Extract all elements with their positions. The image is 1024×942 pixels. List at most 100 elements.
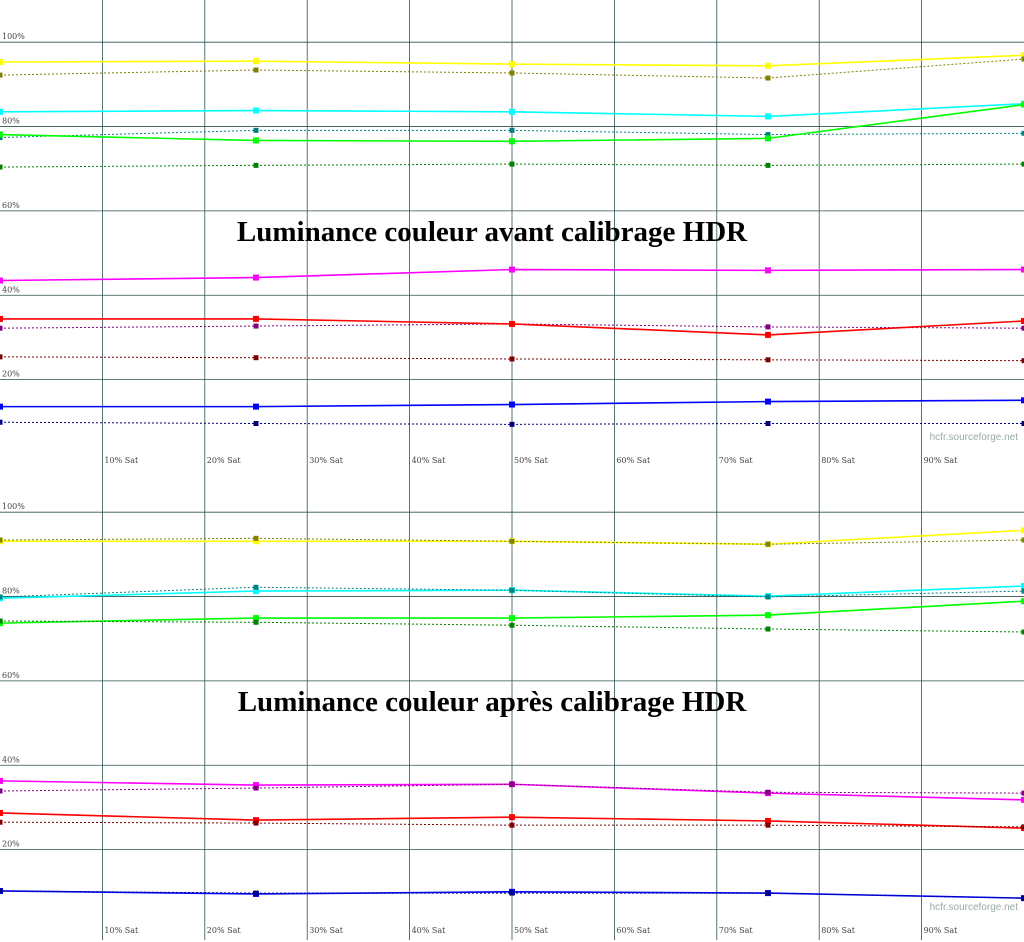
marker xyxy=(253,107,259,114)
marker xyxy=(765,331,771,338)
marker xyxy=(765,113,771,120)
x-tick-label: 60% Sat xyxy=(616,926,651,935)
marker xyxy=(1021,397,1024,404)
marker xyxy=(1021,358,1024,364)
marker xyxy=(253,785,259,791)
marker xyxy=(253,535,259,541)
marker xyxy=(1021,130,1024,136)
marker xyxy=(253,538,259,545)
marker xyxy=(253,421,259,427)
chart-title: Luminance couleur avant calibrage HDR xyxy=(237,216,748,248)
marker xyxy=(1021,588,1024,594)
x-tick-label: 10% Sat xyxy=(104,456,139,465)
marker xyxy=(0,777,3,784)
marker xyxy=(509,401,515,408)
marker xyxy=(1021,318,1024,325)
x-tick-label: 50% Sat xyxy=(514,926,549,935)
chart-title: Luminance couleur après calibrage HDR xyxy=(238,686,748,718)
marker xyxy=(1021,537,1024,543)
marker xyxy=(765,541,771,547)
marker xyxy=(0,315,3,322)
marker xyxy=(509,266,515,273)
marker xyxy=(253,127,259,133)
marker xyxy=(765,267,771,274)
marker xyxy=(509,356,515,362)
marker xyxy=(765,789,771,795)
marker xyxy=(0,819,3,825)
marker xyxy=(253,315,259,322)
marker xyxy=(1021,629,1024,635)
marker xyxy=(0,277,3,284)
marker xyxy=(1021,325,1024,331)
marker xyxy=(253,584,259,590)
y-tick-label: 20% xyxy=(2,370,20,379)
marker xyxy=(509,320,515,327)
marker xyxy=(765,817,771,824)
x-tick-label: 90% Sat xyxy=(924,456,959,465)
y-tick-label: 60% xyxy=(2,201,20,210)
x-tick-label: 50% Sat xyxy=(514,456,549,465)
marker xyxy=(0,403,3,410)
marker xyxy=(509,127,515,133)
marker xyxy=(765,890,771,896)
marker xyxy=(0,131,3,138)
marker xyxy=(0,108,3,115)
x-tick-label: 30% Sat xyxy=(309,456,344,465)
marker xyxy=(0,594,3,600)
marker xyxy=(765,822,771,828)
marker xyxy=(509,615,515,622)
x-tick-label: 20% Sat xyxy=(207,926,242,935)
marker xyxy=(253,323,259,329)
marker xyxy=(0,788,3,794)
marker xyxy=(253,615,259,622)
marker xyxy=(253,355,259,361)
marker xyxy=(253,890,259,896)
marker xyxy=(765,132,771,138)
watermark: hcfr.sourceforge.net xyxy=(930,902,1019,913)
marker xyxy=(509,822,515,828)
marker xyxy=(1021,421,1024,427)
marker xyxy=(0,72,3,78)
marker xyxy=(1021,527,1024,534)
x-tick-label: 80% Sat xyxy=(821,456,856,465)
x-tick-label: 10% Sat xyxy=(104,926,139,935)
y-tick-label: 20% xyxy=(2,840,20,849)
marker xyxy=(765,398,771,405)
marker xyxy=(253,588,259,595)
y-tick-label: 80% xyxy=(2,117,20,126)
y-tick-label: 100% xyxy=(2,32,25,41)
marker xyxy=(765,594,771,600)
marker xyxy=(253,67,259,73)
marker xyxy=(0,164,3,170)
marker xyxy=(1021,824,1024,830)
marker xyxy=(253,403,259,410)
marker xyxy=(1021,101,1024,108)
x-tick-label: 90% Sat xyxy=(924,926,959,935)
marker xyxy=(0,537,3,543)
marker xyxy=(509,421,515,427)
x-tick-label: 30% Sat xyxy=(309,926,344,935)
marker xyxy=(765,626,771,632)
marker xyxy=(253,162,259,168)
watermark: hcfr.sourceforge.net xyxy=(930,432,1019,443)
x-tick-label: 80% Sat xyxy=(821,926,856,935)
marker xyxy=(1021,583,1024,589)
marker xyxy=(253,58,259,65)
marker xyxy=(765,75,771,81)
marker xyxy=(1021,52,1024,59)
marker xyxy=(765,162,771,168)
marker xyxy=(765,421,771,427)
marker xyxy=(1021,598,1024,605)
marker xyxy=(0,809,3,816)
marker xyxy=(765,612,771,619)
marker xyxy=(765,324,771,330)
marker xyxy=(765,62,771,69)
marker xyxy=(509,587,515,593)
marker xyxy=(509,538,515,544)
marker xyxy=(253,274,259,281)
marker xyxy=(253,820,259,826)
marker xyxy=(253,137,259,144)
x-tick-label: 40% Sat xyxy=(412,456,447,465)
marker xyxy=(1021,266,1024,273)
